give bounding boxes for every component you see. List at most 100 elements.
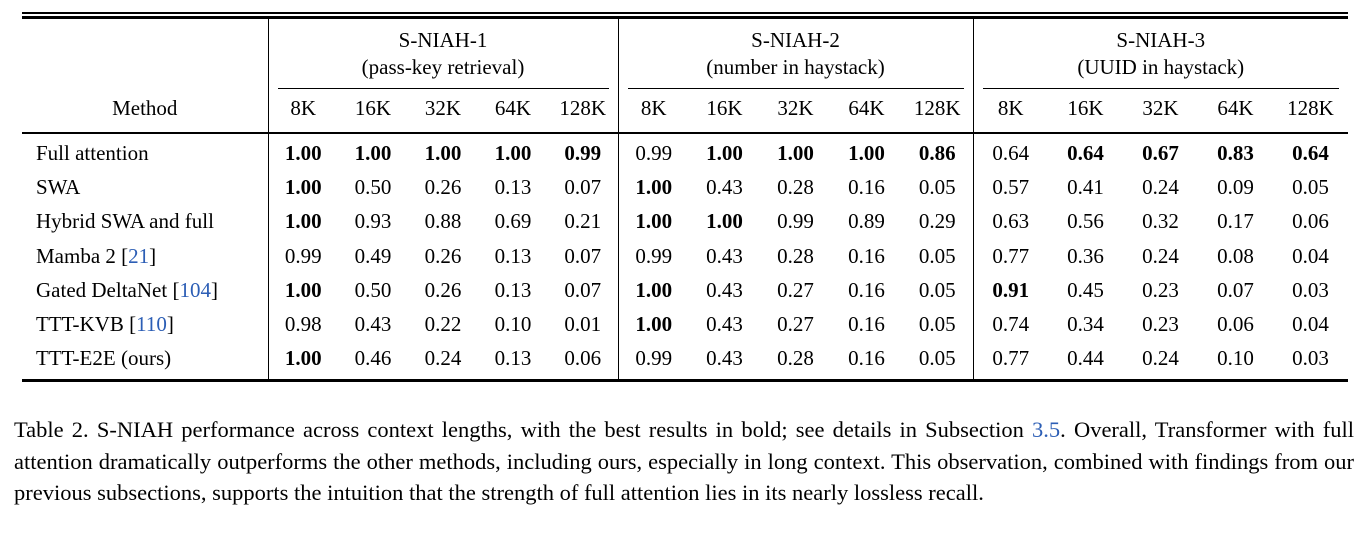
value-cell: 0.29 [918,209,956,234]
value-cell: 1.00 [617,204,689,239]
value-cell: 0.43 [706,243,743,268]
value-cell: 1.00 [267,204,338,239]
value-cell: 0.83 [1217,141,1254,165]
value-cell: 0.74 [972,307,1048,342]
group-title: S-NIAH-2 [751,28,840,52]
value-cell: 0.08 [1217,243,1254,268]
value-cell: 0.05 [918,277,956,302]
value-cell: 0.32 [1142,209,1179,234]
subsection-link[interactable]: 3.5 [1032,417,1061,443]
method-cell: SWA [36,175,81,200]
value-cell: 1.00 [267,341,338,381]
value-cell: 0.24 [1142,346,1179,371]
value-cell: 0.93 [354,209,392,234]
value-cell: 0.27 [777,311,814,336]
method-header-spacer [22,18,268,90]
value-cell: 0.43 [354,311,392,336]
caption-text-after-link: . Overall, Transformer with full attenti… [14,417,1354,506]
method-cell: TTT-KVB [110] [36,311,174,336]
table-row: SWA 1.00 0.50 0.26 0.13 0.07 1.00 0.43 0.28 0.16 0… [22,170,1348,205]
results-table: S-NIAH-1 (pass-key retrieval) S-NIAH-2 (… [22,12,1349,383]
citation-link[interactable]: 104 [179,277,211,302]
table-row: Mamba 2 [21] 0.99 0.49 0.26 0.13 0.07 0.99 0.43… [22,238,1348,274]
value-cell: 1.00 [706,141,743,165]
group-header-sniah-1: S-NIAH-1 (pass-key retrieval) [267,17,618,89]
value-cell: 0.26 [424,277,462,302]
value-cell: 0.16 [848,277,885,302]
group-subtitle: (UUID in haystack) [1077,55,1245,79]
value-cell: 0.06 [1292,209,1329,234]
value-cell: 0.27 [777,277,814,302]
citation-link[interactable]: 110 [136,311,167,336]
method-cell: TTT-E2E (ours) [36,346,172,371]
value-cell: 0.05 [1292,175,1329,200]
group-header-sniah-2: S-NIAH-2 (number in haystack) [617,17,973,89]
method-cell: Hybrid SWA and full [36,209,214,234]
col-header-16k-group1: 16K [338,89,408,134]
value-cell: 0.24 [1142,175,1179,200]
value-cell: 0.04 [1292,311,1329,336]
table-row: TTT-KVB [110] 0.98 0.43 0.22 0.10 0.01 1.00 0.4… [22,307,1348,342]
group-header-sniah-3: S-NIAH-3 (UUID in haystack) [972,17,1349,89]
col-header-64k-group3: 64K [1198,89,1273,134]
col-header-16k-group3: 16K [1048,89,1123,134]
value-cell: 0.07 [564,243,602,268]
value-cell: 0.50 [354,175,392,200]
col-header-128k-group1: 128K [548,89,618,134]
value-cell: 0.16 [848,311,885,336]
value-cell: 0.28 [777,243,814,268]
value-cell: 0.64 [972,133,1048,171]
col-header-128k-group3: 128K [1273,89,1349,134]
value-cell: 0.43 [706,311,743,336]
value-cell: 0.16 [848,243,885,268]
value-cell: 0.05 [918,346,956,371]
value-cell: 0.26 [424,243,462,268]
value-cell: 0.64 [1292,141,1329,165]
col-header-8k-group3: 8K [972,89,1048,134]
group-subtitle: (number in haystack) [706,55,885,79]
value-cell: 0.01 [564,311,602,336]
group-underline [982,88,1340,89]
column-header-row: Method 8K 16K 32K 64K 128K 8K 16K 32K 64K 128K 8K 1… [22,89,1349,134]
value-cell: 0.28 [777,346,814,371]
value-cell: 0.23 [1142,277,1179,302]
group-title: S-NIAH-3 [1116,28,1206,52]
value-cell: 0.77 [972,238,1048,274]
group-underline [627,88,964,89]
citation-link[interactable]: 21 [128,243,150,268]
value-cell: 0.16 [848,175,885,200]
value-cell: 0.13 [494,346,532,371]
value-cell: 0.13 [494,277,532,302]
method-cell: Full attention [36,141,149,165]
value-cell: 0.07 [1217,277,1254,302]
table-row: Gated DeltaNet [104] 1.00 0.50 0.26 0.13 0.07… [22,273,1348,308]
value-cell: 0.89 [848,209,885,234]
value-cell: 0.99 [617,341,689,381]
value-cell: 0.13 [494,243,532,268]
value-cell: 0.05 [918,243,956,268]
value-cell: 1.00 [617,307,689,342]
group-underline [277,88,609,89]
value-cell: 0.99 [617,133,689,171]
group-title: S-NIAH-1 [398,28,488,52]
sniah-table: S-NIAH-1 (pass-key retrieval) S-NIAH-2 (… [22,16,1349,383]
value-cell: 0.03 [1292,277,1329,302]
value-cell: 1.00 [354,141,392,165]
method-cell: Gated DeltaNet [104] [36,277,218,302]
value-cell: 0.43 [706,277,743,302]
col-header-8k-group1: 8K [267,89,338,134]
value-cell: 0.10 [1217,346,1254,371]
table-row: TTT-E2E (ours) 1.00 0.46 0.24 0.13 0.06 0.99 0.… [22,341,1348,381]
value-cell: 1.00 [617,273,689,308]
group-subtitle: (pass-key retrieval) [361,55,525,79]
value-cell: 0.24 [1142,243,1179,268]
col-header-32k-group3: 32K [1123,89,1198,134]
value-cell: 0.69 [494,209,532,234]
value-cell: 0.43 [706,175,743,200]
caption-text-before-link: Table 2. S-NIAH performance across conte… [14,417,1033,443]
value-cell: 0.05 [918,311,956,336]
value-cell: 0.17 [1217,209,1254,234]
value-cell: 0.36 [1067,243,1104,268]
value-cell: 1.00 [777,141,814,165]
